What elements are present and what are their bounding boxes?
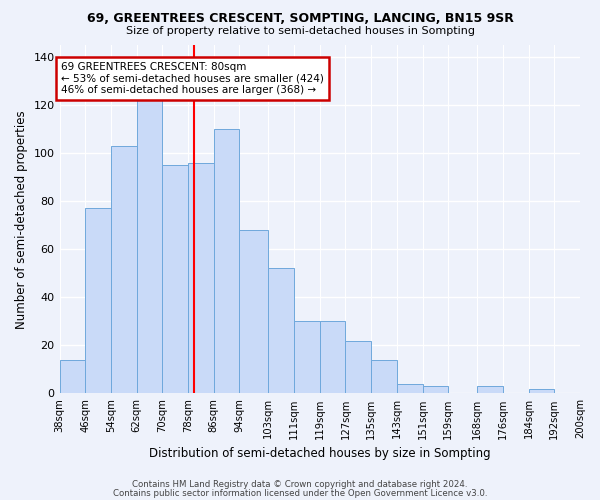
Text: Size of property relative to semi-detached houses in Sompting: Size of property relative to semi-detach… [125, 26, 475, 36]
Text: 69, GREENTREES CRESCENT, SOMPTING, LANCING, BN15 9SR: 69, GREENTREES CRESCENT, SOMPTING, LANCI… [86, 12, 514, 26]
Bar [371, 360, 397, 394]
Bar [477, 386, 503, 394]
Bar [111, 146, 137, 394]
Bar [422, 386, 448, 394]
Bar [294, 322, 320, 394]
Bar [268, 268, 294, 394]
Text: 69 GREENTREES CRESCENT: 80sqm
← 53% of semi-detached houses are smaller (424)
46: 69 GREENTREES CRESCENT: 80sqm ← 53% of s… [61, 62, 324, 95]
Text: Contains HM Land Registry data © Crown copyright and database right 2024.: Contains HM Land Registry data © Crown c… [132, 480, 468, 489]
Bar [59, 360, 85, 394]
Bar [163, 165, 188, 394]
X-axis label: Distribution of semi-detached houses by size in Sompting: Distribution of semi-detached houses by … [149, 447, 491, 460]
Bar [320, 322, 346, 394]
Bar [137, 76, 163, 394]
Bar [346, 340, 371, 394]
Bar [397, 384, 422, 394]
Bar [85, 208, 111, 394]
Bar [214, 129, 239, 394]
Y-axis label: Number of semi-detached properties: Number of semi-detached properties [15, 110, 28, 328]
Bar [529, 388, 554, 394]
Bar [188, 162, 214, 394]
Bar [239, 230, 268, 394]
Text: Contains public sector information licensed under the Open Government Licence v3: Contains public sector information licen… [113, 488, 487, 498]
